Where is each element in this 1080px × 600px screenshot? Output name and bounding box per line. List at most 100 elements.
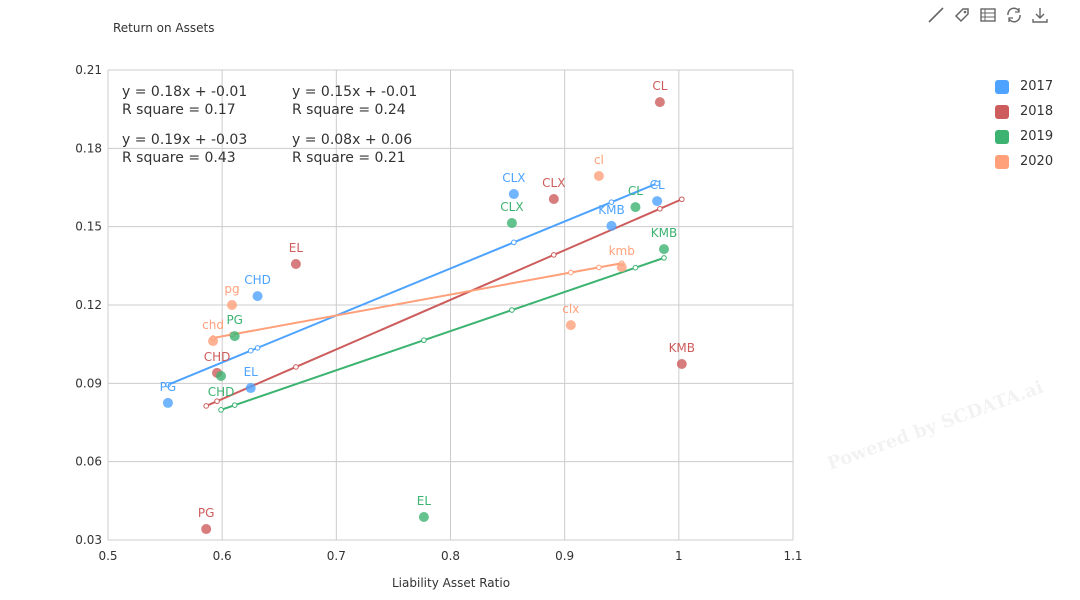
regression-marker	[421, 337, 427, 344]
point-label: CLX	[542, 176, 565, 190]
regression-marker	[551, 252, 557, 258]
chart-title: Return on Assets	[113, 21, 215, 35]
legend: 2017 2018 2019 2020	[995, 74, 1053, 174]
legend-swatch	[995, 79, 1009, 94]
x-tick-label: 0.6	[213, 549, 232, 563]
y-tick-label: 0.06	[75, 455, 102, 469]
regression-line-2017	[167, 182, 658, 386]
fit-r-square-2020: R square = 0.21	[292, 150, 406, 166]
regression-marker	[657, 205, 663, 212]
data-point-2018	[290, 259, 301, 270]
y-tick-label: 0.15	[75, 220, 102, 234]
regression-marker	[165, 381, 171, 388]
regression-line-2019	[220, 256, 665, 411]
legend-swatch	[995, 154, 1009, 169]
data-point-2018	[654, 97, 665, 108]
regression-marker	[608, 199, 615, 205]
x-tick-label: 0.5	[98, 549, 117, 563]
point-label: CHD	[208, 385, 235, 399]
point-label: CLX	[500, 200, 523, 214]
data-point-2018	[676, 359, 687, 370]
point-label: PG	[160, 380, 177, 394]
refresh-icon[interactable]	[1004, 5, 1024, 25]
fit-r-square-2018: R square = 0.43	[122, 150, 236, 166]
regression-marker	[509, 307, 515, 313]
legend-item-2018[interactable]: 2018	[995, 99, 1053, 124]
download-icon[interactable]	[1030, 5, 1050, 25]
point-label: PG	[226, 313, 243, 327]
data-point-2017	[245, 383, 256, 394]
legend-item-2017[interactable]: 2017	[995, 74, 1053, 99]
point-label: EL	[417, 494, 432, 508]
regression-marker	[596, 264, 602, 271]
data-point-2020	[226, 300, 237, 310]
data-point-2017	[606, 220, 617, 231]
tag-icon[interactable]	[952, 5, 972, 25]
y-tick-label: 0.09	[75, 376, 102, 390]
data-point-2017	[162, 397, 173, 408]
x-tick-label: 1	[675, 549, 683, 563]
fit-equation-2018: y = 0.19x + -0.03	[122, 132, 247, 148]
regression-marker	[254, 345, 261, 351]
fit-r-square-2019: R square = 0.24	[292, 102, 406, 118]
point-label: CHD	[244, 273, 271, 287]
regression-marker	[632, 264, 639, 271]
point-label: EL	[289, 241, 304, 255]
point-label: kmb	[609, 244, 635, 258]
data-point-2018	[201, 524, 212, 535]
y-tick-label: 0.18	[75, 141, 102, 155]
regression-marker	[231, 402, 238, 408]
point-label: CL	[628, 184, 643, 198]
line-icon[interactable]	[926, 5, 946, 25]
data-point-2020	[208, 336, 219, 347]
regression-marker	[511, 239, 517, 246]
point-label: PG	[198, 506, 215, 520]
point-label: CHD	[204, 350, 231, 364]
data-point-2019	[216, 371, 227, 382]
point-label: EL	[244, 365, 259, 379]
regression-marker	[247, 347, 254, 354]
legend-item-2020[interactable]: 2020	[995, 149, 1053, 174]
data-point-2019	[229, 331, 240, 342]
point-label: clx	[562, 302, 579, 316]
x-tick-label: 0.7	[327, 549, 346, 563]
data-point-2017	[652, 196, 663, 207]
legend-label: 2018	[1020, 104, 1054, 119]
point-label: CL	[652, 79, 667, 93]
point-label: CL	[650, 178, 665, 192]
point-label: KMB	[651, 226, 677, 240]
point-label: KMB	[669, 341, 695, 355]
data-point-2019	[418, 512, 429, 523]
point-label: cl	[594, 153, 604, 167]
data-point-2017	[508, 189, 519, 200]
regression-line-2020	[212, 262, 622, 339]
regression-marker	[214, 398, 220, 405]
x-tick-label: 1.1	[783, 549, 802, 563]
data-point-2019	[506, 218, 517, 229]
point-label: chd	[202, 318, 224, 332]
regression-marker	[293, 364, 299, 370]
point-label: KMB	[598, 203, 624, 217]
fit-equation-2019: y = 0.15x + -0.01	[292, 84, 417, 100]
table-icon[interactable]	[978, 5, 998, 25]
chart-toolbar	[926, 5, 1050, 25]
watermark: Powered by SCDATA.ai	[825, 377, 1047, 475]
y-tick-label: 0.21	[75, 63, 102, 77]
y-tick-label: 0.12	[75, 298, 102, 312]
legend-label: 2020	[1020, 154, 1054, 169]
regression-marker	[679, 196, 685, 203]
data-point-2020	[593, 171, 604, 182]
legend-item-2019[interactable]: 2019	[995, 124, 1053, 149]
data-point-2020	[565, 320, 576, 331]
x-tick-label: 0.9	[555, 549, 574, 563]
point-label: pg	[224, 282, 239, 296]
regression-marker	[568, 269, 574, 276]
data-point-2019	[658, 244, 669, 255]
regression-marker	[654, 180, 660, 187]
x-tick-label: 0.8	[441, 549, 460, 563]
data-point-2018	[548, 193, 559, 204]
legend-swatch	[995, 129, 1009, 144]
x-axis-label: Liability Asset Ratio	[392, 576, 511, 590]
data-point-2020	[616, 262, 627, 273]
